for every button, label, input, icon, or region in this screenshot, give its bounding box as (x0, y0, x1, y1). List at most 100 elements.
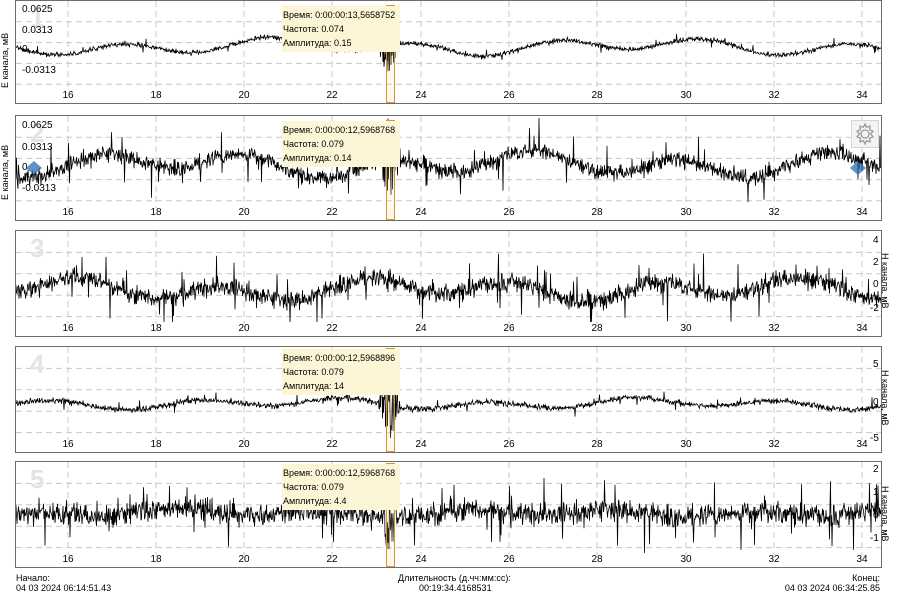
y-tick: 0 (873, 510, 879, 521)
x-tick-label: 28 (591, 323, 603, 334)
grid (16, 347, 881, 440)
tooltip-time: Время: 0:00:00:12,5968768 (283, 468, 396, 478)
tooltip: Время: 0:00:00:12,5968768 Частота: 0.079… (282, 464, 400, 510)
x-tick-label: 20 (238, 207, 250, 218)
start-value: 04 03 2024 06:14:51.43 (16, 583, 112, 593)
x-tick-label: 32 (768, 90, 780, 101)
signal-trace (16, 117, 881, 203)
x-tick-label: 28 (591, 439, 603, 450)
x-tick-label: 34 (856, 323, 868, 334)
signal-trace (16, 471, 881, 554)
x-tick-label: 18 (150, 554, 162, 565)
tooltip-time: Время: 0:00:00:12,5968896 (283, 353, 396, 363)
y-axis-label: H канала, мВ (880, 253, 890, 309)
y-tick: 2 (873, 464, 879, 475)
y-tick: -2 (870, 303, 879, 314)
y-tick: 5 (873, 359, 879, 370)
y-tick: -1 (870, 533, 879, 544)
y-axis-label: E канала, мВ (0, 144, 10, 200)
x-tick-label: 20 (238, 439, 250, 450)
channel-panel-1[interactable]: 1 Время: 0:00:00:13,5658752 Частота: 0.0… (15, 0, 882, 104)
tooltip: Время: 0:00:00:13,5658752 Частота: 0.074… (282, 6, 400, 52)
signal-plot[interactable] (16, 462, 882, 568)
x-tick-label: 22 (326, 207, 338, 218)
x-tick-label: 26 (503, 554, 515, 565)
x-tick-label: 30 (680, 554, 692, 565)
x-tick-label: 26 (503, 207, 515, 218)
tooltip-frequency: Частота: 0.074 (283, 24, 344, 34)
x-tick-label: 24 (415, 207, 427, 218)
tooltip: Время: 0:00:00:12,5968896 Частота: 0.079… (282, 349, 400, 395)
x-tick-label: 34 (856, 554, 868, 565)
panel-number: 1 (30, 3, 45, 33)
x-tick-label: 22 (326, 439, 338, 450)
x-axis: 16 18 20 22 24 26 28 30 32 34 (16, 90, 881, 103)
channel-panel-5[interactable]: 5 Время: 0:00:00:12,5968768 Частота: 0.0… (15, 461, 882, 568)
panel-number: 2 (30, 118, 45, 148)
signal-plot[interactable] (16, 1, 882, 104)
x-axis: 16 18 20 22 24 26 28 30 32 34 (16, 554, 881, 567)
x-tick-label: 28 (591, 554, 603, 565)
y-axis-label: H канала, мВ (880, 486, 890, 542)
x-tick-label: 34 (856, 439, 868, 450)
duration-label: Длительность (д.чч:мм:сс): (398, 573, 511, 583)
channel-panel-4[interactable]: 4 Время: 0:00:00:12,5968896 Частота: 0.0… (15, 346, 882, 453)
tooltip-amplitude: Амплитуда: 0.14 (283, 153, 352, 163)
signal-trace (16, 372, 881, 439)
y-tick: 0 (22, 162, 28, 173)
x-tick-label: 18 (150, 90, 162, 101)
x-axis: 16 18 20 22 24 26 28 30 32 34 (16, 323, 881, 336)
x-tick-label: 16 (62, 554, 74, 565)
x-tick-label: 32 (768, 207, 780, 218)
x-tick-label: 18 (150, 323, 162, 334)
x-tick-label: 16 (62, 323, 74, 334)
y-tick: 0.0625 (22, 4, 53, 15)
edge-marker[interactable] (850, 161, 866, 175)
x-tick-label: 20 (238, 323, 250, 334)
edge-marker[interactable] (26, 161, 42, 175)
tooltip-amplitude: Амплитуда: 4.4 (283, 496, 347, 506)
y-tick: 2 (873, 257, 879, 268)
y-tick: -5 (870, 433, 879, 444)
x-tick-label: 34 (856, 90, 868, 101)
x-tick-label: 26 (503, 323, 515, 334)
x-tick-label: 30 (680, 323, 692, 334)
start-label: Начало: (16, 573, 50, 583)
grid (16, 1, 881, 91)
grid (16, 231, 881, 324)
x-tick-label: 24 (415, 439, 427, 450)
signal-plot[interactable] (16, 347, 882, 453)
x-axis: 16 18 20 22 24 26 28 30 32 34 (16, 439, 881, 452)
selection-marker[interactable] (386, 348, 395, 452)
x-tick-label: 18 (150, 207, 162, 218)
settings-button[interactable] (851, 120, 879, 148)
panel-number: 4 (30, 349, 45, 379)
tooltip-frequency: Частота: 0.079 (283, 482, 344, 492)
signal-plot[interactable] (16, 116, 882, 221)
selection-marker[interactable] (386, 120, 395, 220)
duration-value: 00:19:34.4168531 (419, 583, 492, 593)
x-tick-label: 22 (326, 554, 338, 565)
channel-panel-3[interactable]: 3 4 2 0 -2 16 18 20 22 24 26 28 30 32 34 (15, 230, 882, 337)
selection-marker[interactable] (386, 463, 395, 567)
x-tick-label: 22 (326, 90, 338, 101)
y-tick: 0 (873, 397, 879, 408)
panel-number: 5 (30, 464, 45, 494)
selection-marker[interactable] (386, 5, 395, 103)
y-axis-label: E канала, мВ (0, 32, 10, 88)
x-tick-label: 24 (415, 554, 427, 565)
signal-trace (16, 253, 881, 323)
x-tick-label: 22 (326, 323, 338, 334)
y-tick: -0.0313 (22, 65, 56, 76)
grid (16, 116, 881, 208)
tooltip-time: Время: 0:00:00:12,5968768 (283, 125, 396, 135)
x-tick-label: 30 (680, 90, 692, 101)
signal-plot[interactable] (16, 231, 882, 337)
tooltip-frequency: Частота: 0.079 (283, 139, 344, 149)
x-tick-label: 26 (503, 90, 515, 101)
y-tick: 1 (873, 487, 879, 498)
gear-icon (855, 122, 875, 146)
y-tick: 0.0313 (22, 25, 53, 36)
x-tick-label: 30 (680, 439, 692, 450)
channel-panel-2[interactable]: 2 Время: 0:00:00:12,5968768 Частота: 0.0… (15, 115, 882, 221)
